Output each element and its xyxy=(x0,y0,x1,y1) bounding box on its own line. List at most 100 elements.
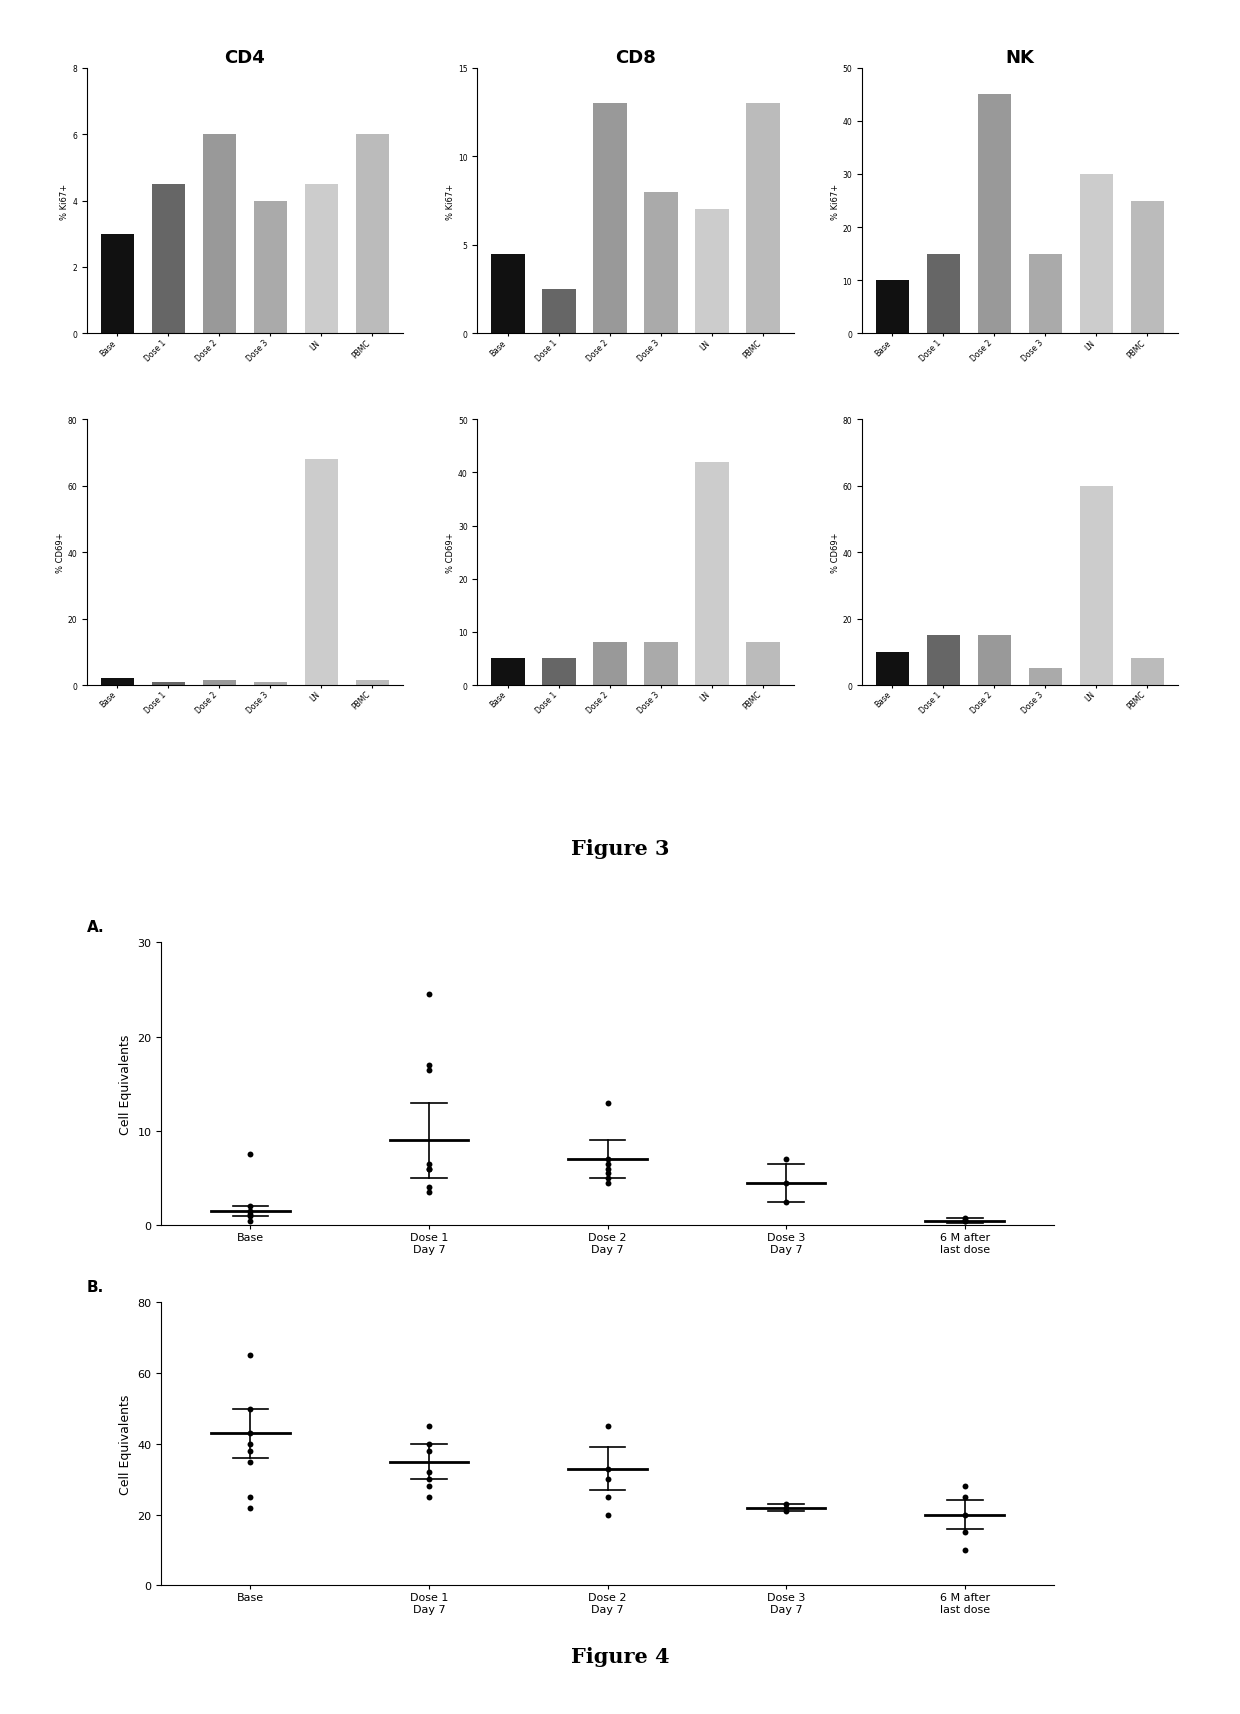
Bar xyxy=(875,281,909,334)
Point xyxy=(419,1438,439,1465)
Point xyxy=(955,1207,975,1234)
Bar xyxy=(491,254,525,334)
Bar xyxy=(151,682,185,686)
Point xyxy=(955,1536,975,1563)
Bar xyxy=(305,459,339,686)
Bar xyxy=(542,660,575,686)
Bar xyxy=(1029,254,1061,334)
Point xyxy=(598,1465,618,1493)
Point xyxy=(419,1429,439,1457)
Title: CD4: CD4 xyxy=(224,50,265,67)
Point xyxy=(598,1501,618,1529)
Point xyxy=(241,1200,260,1227)
Point xyxy=(598,1412,618,1440)
Bar xyxy=(926,254,960,334)
Point xyxy=(955,1519,975,1546)
Bar xyxy=(746,643,780,686)
Bar xyxy=(305,185,339,334)
Point xyxy=(776,1169,796,1196)
Bar xyxy=(203,680,236,686)
Bar xyxy=(594,643,626,686)
Point xyxy=(241,1483,260,1510)
Y-axis label: % Ki67+: % Ki67+ xyxy=(61,183,69,219)
Bar xyxy=(100,679,134,686)
Bar xyxy=(1131,660,1164,686)
Bar xyxy=(926,636,960,686)
Point xyxy=(955,1207,975,1234)
Point xyxy=(419,1056,439,1083)
Point xyxy=(598,1160,618,1188)
Point xyxy=(419,1155,439,1183)
Text: A.: A. xyxy=(87,919,104,934)
Bar xyxy=(254,682,286,686)
Text: Figure 3: Figure 3 xyxy=(570,838,670,859)
Bar xyxy=(203,135,236,334)
Point xyxy=(598,1166,618,1193)
Y-axis label: % Ki67+: % Ki67+ xyxy=(831,183,839,219)
Point xyxy=(419,1052,439,1080)
Text: Figure 4: Figure 4 xyxy=(570,1645,670,1666)
Point xyxy=(598,1090,618,1118)
Bar xyxy=(645,643,677,686)
Bar xyxy=(542,290,575,334)
Point xyxy=(598,1155,618,1183)
Bar xyxy=(151,185,185,334)
Bar xyxy=(1131,202,1164,334)
Point xyxy=(598,1150,618,1178)
Point xyxy=(419,1150,439,1178)
Point xyxy=(241,1395,260,1423)
Bar xyxy=(356,135,389,334)
Bar xyxy=(978,94,1011,334)
Bar xyxy=(875,653,909,686)
Point xyxy=(419,1483,439,1510)
Y-axis label: % CD69+: % CD69+ xyxy=(56,533,64,572)
Point xyxy=(419,1179,439,1207)
Title: NK: NK xyxy=(1006,50,1034,67)
Point xyxy=(241,1419,260,1447)
Point xyxy=(419,1412,439,1440)
Point xyxy=(776,1498,796,1525)
Y-axis label: Cell Equivalents: Cell Equivalents xyxy=(119,1034,131,1135)
Point xyxy=(776,1145,796,1172)
Point xyxy=(776,1491,796,1519)
Bar xyxy=(1029,668,1061,686)
Bar xyxy=(645,192,677,334)
Point xyxy=(241,1198,260,1226)
Point xyxy=(955,1472,975,1500)
Bar xyxy=(100,235,134,334)
Y-axis label: % CD69+: % CD69+ xyxy=(446,533,455,572)
Bar xyxy=(696,211,729,334)
Point xyxy=(955,1483,975,1510)
Bar xyxy=(594,105,626,334)
Bar xyxy=(254,202,286,334)
Point xyxy=(419,980,439,1008)
Bar xyxy=(978,636,1011,686)
Point xyxy=(241,1429,260,1457)
Point xyxy=(419,1174,439,1202)
Text: B.: B. xyxy=(87,1279,104,1294)
Point xyxy=(241,1203,260,1231)
Point xyxy=(241,1193,260,1220)
Bar xyxy=(491,660,525,686)
Point xyxy=(776,1495,796,1522)
Point xyxy=(955,1205,975,1232)
Bar xyxy=(696,463,729,686)
Point xyxy=(241,1207,260,1234)
Bar xyxy=(356,680,389,686)
Point xyxy=(241,1448,260,1476)
Point xyxy=(776,1188,796,1215)
Point xyxy=(419,1459,439,1486)
Point xyxy=(598,1455,618,1483)
Bar xyxy=(1080,175,1114,334)
Point xyxy=(598,1483,618,1510)
Point xyxy=(241,1342,260,1369)
Point xyxy=(241,1438,260,1465)
Point xyxy=(241,1142,260,1169)
Point xyxy=(598,1145,618,1172)
Point xyxy=(419,1465,439,1493)
Point xyxy=(598,1169,618,1196)
Point xyxy=(419,1155,439,1183)
Y-axis label: Cell Equivalents: Cell Equivalents xyxy=(119,1393,131,1495)
Y-axis label: % Ki67+: % Ki67+ xyxy=(446,183,455,219)
Point xyxy=(955,1208,975,1236)
